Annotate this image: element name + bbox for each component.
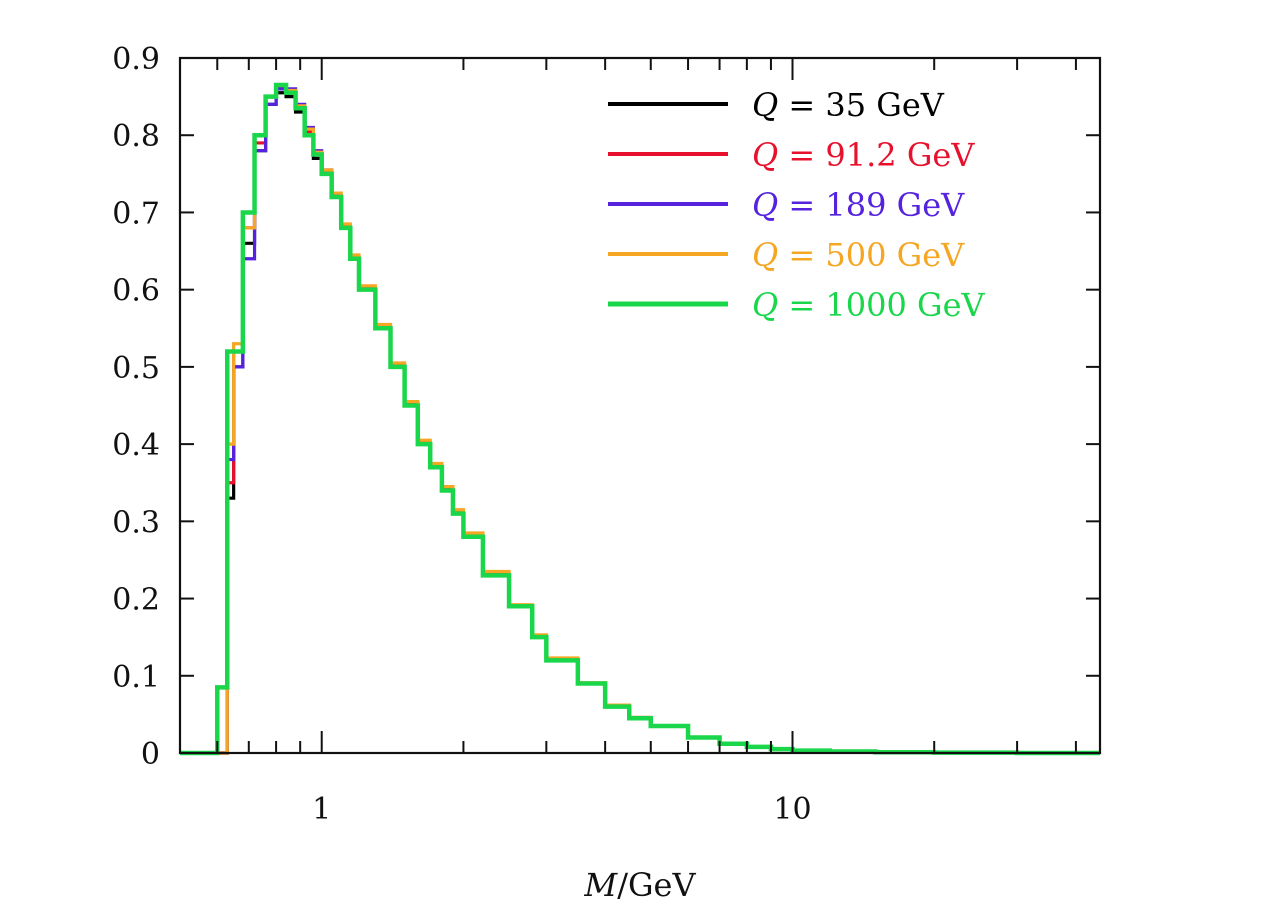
tick-layer: 0 0.1 0.2 0.3 0.4 0.5 0.6 0.7 0.8 0.9 1 10 <box>112 42 1100 827</box>
legend-label-4: Q = 500 GeV <box>752 236 965 274</box>
y-tick-label: 0.5 <box>112 351 160 386</box>
legend-label-rest: = 91.2 GeV <box>778 136 975 174</box>
y-tick-label: 0.8 <box>112 119 160 154</box>
legend-label-rest: = 500 GeV <box>778 236 965 274</box>
y-tick-label: 0.3 <box>112 505 160 540</box>
y-tick-label: 0.4 <box>112 428 160 463</box>
x-axis-label: M/GeV <box>583 866 696 904</box>
legend-label-var: Q <box>752 186 778 224</box>
plot-frame <box>178 56 1102 755</box>
legend-label-var: Q <box>752 286 778 324</box>
legend-label-rest: = 189 GeV <box>778 186 965 224</box>
legend-label-var: Q <box>752 86 778 124</box>
legend-label-var: Q <box>752 136 778 174</box>
legend-label-rest: = 1000 GeV <box>778 286 985 324</box>
legend-label-2: Q = 91.2 GeV <box>752 136 975 174</box>
y-tick-label: 0.2 <box>112 583 160 618</box>
legend-label-rest: = 35 GeV <box>778 86 945 124</box>
y-tick-label: 0 <box>141 737 160 772</box>
x-axis-label-var: M <box>583 866 618 904</box>
y-tick-label: 0.6 <box>112 274 160 309</box>
x-tick-label: 10 <box>773 792 811 827</box>
y-tick-label: 0.1 <box>112 660 160 695</box>
y-tick-label: 0.7 <box>112 196 160 231</box>
legend-label-5: Q = 1000 GeV <box>752 286 986 324</box>
legend-label-1: Q = 35 GeV <box>752 86 945 124</box>
x-axis-label-unit: /GeV <box>617 866 696 904</box>
legend-label-var: Q <box>752 236 778 274</box>
legend-label-3: Q = 189 GeV <box>752 186 965 224</box>
x-tick-label: 1 <box>312 792 331 827</box>
y-tick-label: 0.9 <box>112 42 160 77</box>
